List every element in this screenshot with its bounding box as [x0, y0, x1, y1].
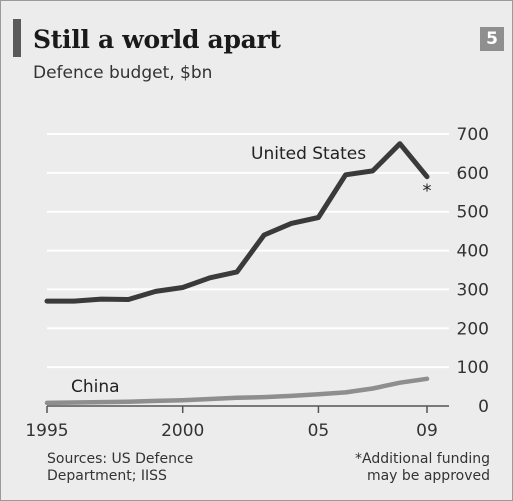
y-tick-label: 600 [457, 164, 489, 184]
chart-number-badge: 5 [480, 27, 504, 51]
y-tick-label: 0 [478, 397, 489, 417]
y-tick-label: 400 [457, 242, 489, 262]
x-tick-label: 05 [308, 421, 330, 441]
x-tick-label: 2000 [161, 421, 204, 441]
x-tick-label: 09 [416, 421, 438, 441]
x-tick-label: 1995 [25, 421, 68, 441]
source-note: Sources: US Defence Department; IISS [47, 451, 193, 485]
source-line-2: Department; IISS [47, 468, 167, 484]
footnote: *Additional funding may be approved [355, 451, 490, 485]
chart-subtitle: Defence budget, $bn [33, 63, 213, 83]
us-annotation-asterisk: * [423, 181, 432, 202]
series-label-united-states: United States [251, 144, 366, 164]
y-tick-label: 500 [457, 203, 489, 223]
y-tick-label: 700 [457, 125, 489, 145]
accent-bar [13, 19, 21, 57]
footnote-line-2: may be approved [366, 468, 490, 484]
source-line-1: Sources: US Defence [47, 451, 194, 467]
footnote-line-1: *Additional funding [355, 451, 490, 467]
series-label-china: China [71, 377, 120, 397]
series-line-china [44, 376, 430, 406]
series-line-united-states [44, 141, 430, 304]
y-tick-label: 100 [457, 358, 489, 378]
chart-title: Still a world apart [33, 25, 281, 54]
y-tick-label: 200 [457, 319, 489, 339]
y-tick-label: 300 [457, 280, 489, 300]
